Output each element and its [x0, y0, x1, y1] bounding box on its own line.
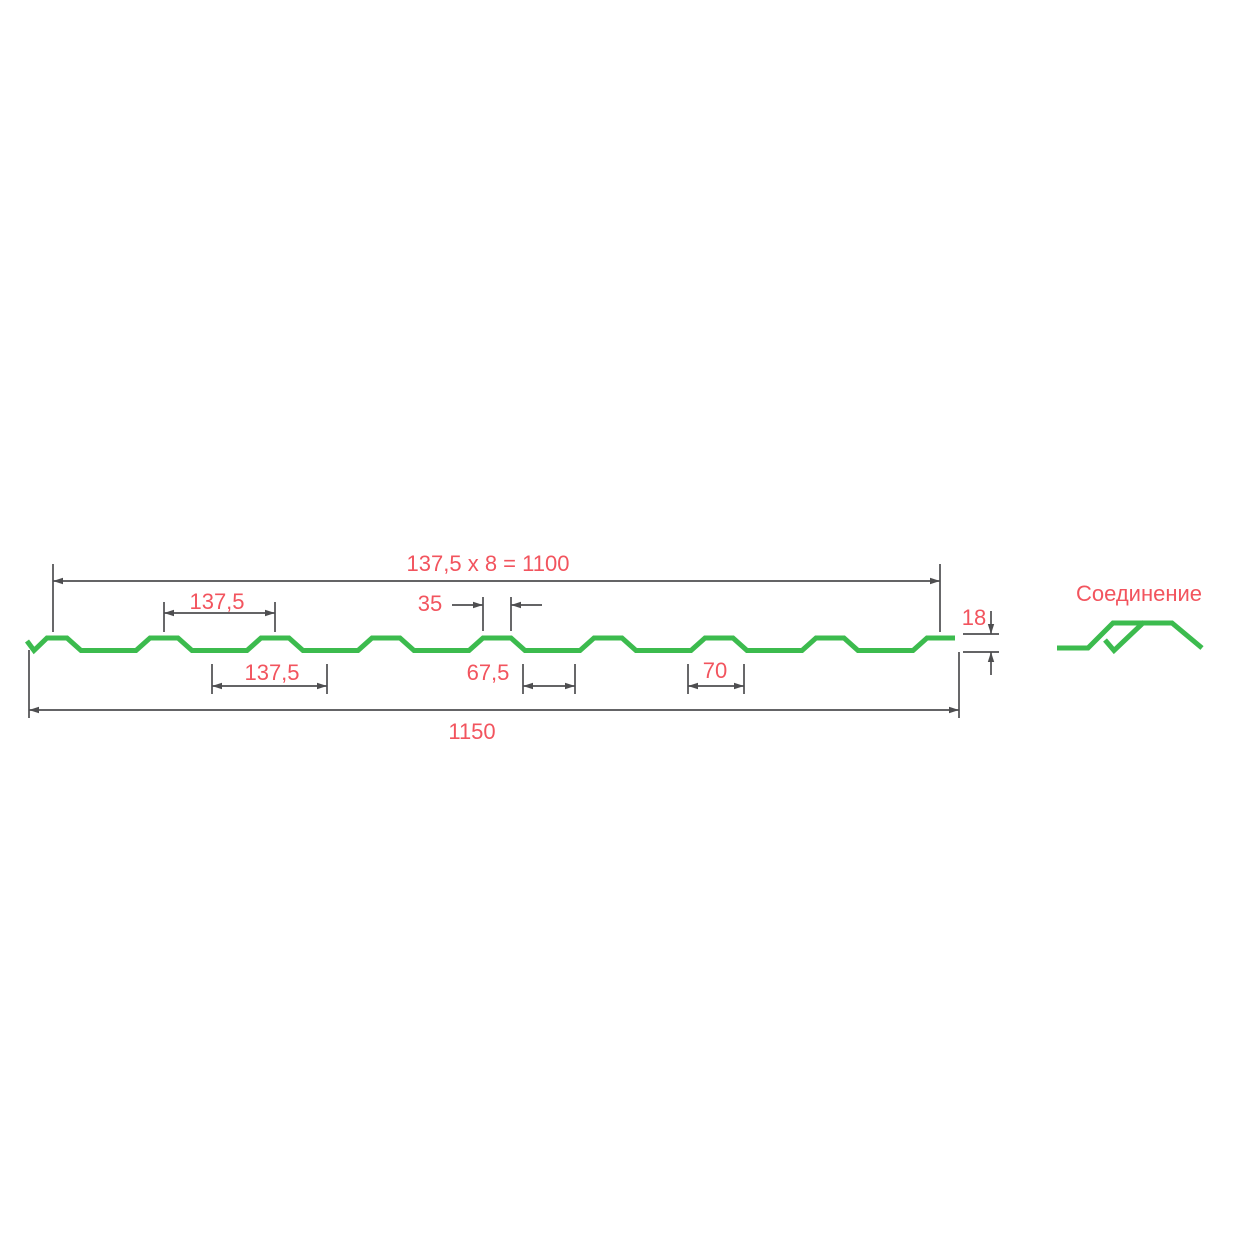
arrowhead [987, 624, 995, 634]
arrowhead [987, 652, 995, 662]
joint-title: Соединение [1076, 581, 1202, 606]
joint-profiles [1057, 620, 1204, 655]
arrowhead [317, 682, 327, 690]
arrowhead [473, 601, 483, 609]
joint-upper-sheet-edge [1103, 620, 1146, 655]
arrowhead [53, 577, 63, 585]
dim-label-rib-top-width: 35 [418, 591, 442, 616]
arrowhead [523, 682, 533, 690]
dim-label-profile-height: 18 [962, 605, 986, 630]
arrowhead [29, 706, 39, 714]
joint-detail: Соединение [1057, 581, 1204, 655]
profile-layer [24, 635, 955, 655]
arrowhead [949, 706, 959, 714]
arrowhead [930, 577, 940, 585]
dim-label-working-width: 137,5 x 8 = 1100 [407, 551, 570, 576]
dimension-labels: 137,5 x 8 = 1100 137,5 35 18 137,5 67,5 … [189, 551, 986, 744]
dim-label-rib-base-width: 70 [703, 658, 727, 683]
arrowhead [511, 601, 521, 609]
dim-label-trough-width: 67,5 [467, 660, 510, 685]
dim-label-pitch-top: 137,5 [189, 589, 244, 614]
arrowhead [734, 682, 744, 690]
joint-lower-sheet [1057, 620, 1204, 651]
arrowhead [164, 609, 174, 617]
dim-label-pitch-bottom: 137,5 [244, 660, 299, 685]
arrowhead [688, 682, 698, 690]
arrowhead [212, 682, 222, 690]
dim-label-overall-width: 1150 [448, 719, 495, 744]
arrowhead [265, 609, 275, 617]
dimension-arrowheads [29, 577, 995, 714]
arrowhead [565, 682, 575, 690]
profile-outline [24, 635, 955, 655]
